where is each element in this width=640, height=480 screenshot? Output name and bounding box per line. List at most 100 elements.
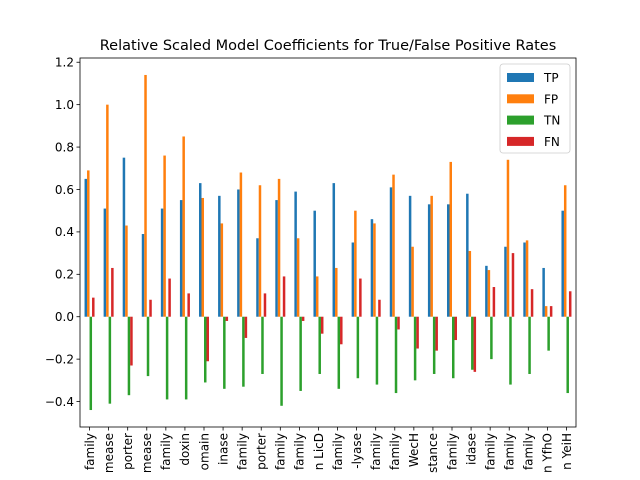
bar-fp-15 <box>373 223 376 317</box>
x-tick-label: -lyase <box>350 433 364 469</box>
bar-fp-5 <box>182 136 185 317</box>
bar-tn-24 <box>547 316 550 351</box>
x-tick-label: WecH <box>407 433 421 467</box>
legend-swatch-tp <box>507 73 534 82</box>
y-tick-label: −0.4 <box>45 395 74 409</box>
bar-fp-16 <box>392 174 395 317</box>
legend-label-fn: FN <box>544 135 560 149</box>
x-tick-label: inase <box>216 433 230 465</box>
bar-tn-9 <box>261 316 264 374</box>
x-tick-label: family <box>274 433 288 470</box>
bar-fp-22 <box>506 159 510 317</box>
bar-fp-7 <box>220 223 224 317</box>
bar-fn-13 <box>340 316 343 345</box>
bar-fn-19 <box>454 316 457 341</box>
bar-tn-13 <box>337 316 341 389</box>
bar-fn-15 <box>378 299 381 317</box>
legend-swatch-tn <box>507 115 534 125</box>
bar-tn-0 <box>89 316 93 411</box>
bar-tp-8 <box>237 189 240 317</box>
plot-frame <box>79 57 577 428</box>
legend-label-tn: TN <box>543 114 560 128</box>
x-tick-label: n YfhO <box>541 433 555 473</box>
bar-tp-5 <box>179 200 183 317</box>
bar-tn-5 <box>184 316 188 400</box>
bar-tn-21 <box>490 316 493 360</box>
y-tick-label: 0.4 <box>55 225 74 239</box>
y-tick-label: 1.2 <box>55 56 74 70</box>
bar-tp-14 <box>351 242 355 317</box>
bar-fn-2 <box>130 316 133 366</box>
x-tick-label: family <box>483 433 497 470</box>
bar-fn-12 <box>320 316 324 334</box>
bar-fp-25 <box>563 185 567 317</box>
x-tick-label: family <box>235 433 249 470</box>
bar-fp-14 <box>354 210 357 317</box>
bar-tp-24 <box>542 267 545 317</box>
bar-fn-22 <box>511 253 515 317</box>
bar-fn-3 <box>149 299 152 317</box>
bar-tp-2 <box>122 157 126 317</box>
x-tick-label: family <box>159 433 173 470</box>
x-tick-label: family <box>293 433 307 470</box>
bar-fp-11 <box>296 238 300 317</box>
bar-fn-1 <box>111 267 114 317</box>
bar-fp-9 <box>258 185 262 317</box>
bar-tn-3 <box>146 316 150 377</box>
x-tick-label: family <box>522 433 536 470</box>
bar-fp-8 <box>239 172 243 317</box>
x-tick-label: family <box>83 433 97 470</box>
bar-fn-10 <box>282 276 286 317</box>
x-tick-label: porter <box>121 433 135 470</box>
bar-fp-12 <box>315 276 319 317</box>
bar-tp-15 <box>370 219 374 317</box>
bar-tn-10 <box>280 316 283 406</box>
bar-tn-17 <box>413 316 417 381</box>
bar-fn-0 <box>92 297 95 317</box>
x-tick-label: stance <box>426 433 440 473</box>
bar-tp-7 <box>218 195 221 317</box>
bar-fn-11 <box>301 316 305 321</box>
bar-fn-6 <box>206 316 209 362</box>
y-tick-label: 1.0 <box>55 98 74 112</box>
bar-fn-18 <box>435 316 438 351</box>
x-tick-label: omain <box>197 433 211 470</box>
bar-fn-21 <box>492 287 496 317</box>
y-tick-label: 0.2 <box>55 268 74 282</box>
bar-fp-10 <box>277 178 281 317</box>
x-tick-label: family <box>369 433 383 470</box>
bar-tn-25 <box>566 316 569 394</box>
bar-fn-20 <box>473 316 477 372</box>
bar-tn-14 <box>356 316 360 379</box>
bar-tn-20 <box>471 316 474 370</box>
legend-swatch-fp <box>507 94 534 104</box>
bar-layer <box>84 74 572 411</box>
bar-fp-4 <box>163 155 166 317</box>
bar-tn-16 <box>394 316 398 394</box>
bar-tp-21 <box>485 265 488 317</box>
bar-tp-20 <box>466 193 469 317</box>
x-tick-label: family <box>503 433 517 470</box>
axes-layer: −0.4 −0.2 0.0 0.2 0.4 0.6 0.8 1.0 1.2 family mease… <box>45 56 577 473</box>
bar-tp-0 <box>84 178 88 317</box>
y-tick-label: 0.8 <box>55 140 74 154</box>
bar-tn-22 <box>509 316 512 385</box>
bar-tp-9 <box>256 238 259 317</box>
y-tick-label: −0.2 <box>45 352 74 366</box>
bar-tn-7 <box>223 316 226 389</box>
bar-fp-13 <box>335 267 338 317</box>
bar-tn-11 <box>299 316 302 391</box>
x-tick-label: family <box>388 433 402 470</box>
bar-fp-3 <box>144 74 147 317</box>
bar-tp-22 <box>504 246 507 317</box>
bar-tn-12 <box>318 316 321 374</box>
bar-tn-2 <box>127 316 131 396</box>
bar-fp-17 <box>411 246 414 317</box>
bar-fn-5 <box>187 293 190 317</box>
x-tick-label: idase <box>464 433 478 465</box>
legend-box <box>499 63 571 154</box>
bar-tp-1 <box>103 208 107 317</box>
bar-fp-6 <box>201 197 204 317</box>
legend-swatch-fn <box>507 136 534 146</box>
bar-tn-6 <box>204 316 207 383</box>
